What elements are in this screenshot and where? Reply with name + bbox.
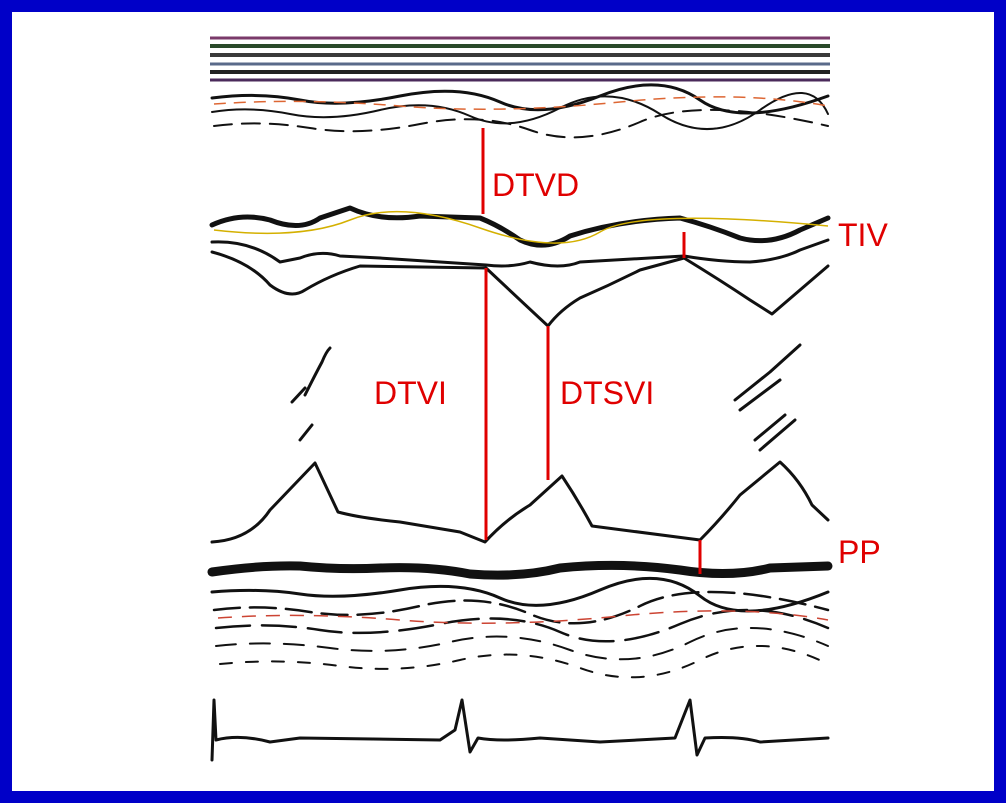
label-dtsvi: DTSVI [560, 375, 654, 411]
label-dtvi: DTVI [374, 375, 447, 411]
label-pp: PP [838, 534, 881, 570]
echo-figure: DTVD TIV DTVI DTSVI PP [0, 0, 1006, 803]
page-body: DTVD TIV DTVI DTSVI PP (() => { const da… [0, 0, 1006, 803]
panel [12, 12, 994, 791]
page: M-mode {"labels": {"dtvd": "DTVD", "tiv"… [0, 0, 1006, 803]
label-tiv: TIV [838, 217, 888, 253]
label-dtvd: DTVD [492, 167, 579, 203]
